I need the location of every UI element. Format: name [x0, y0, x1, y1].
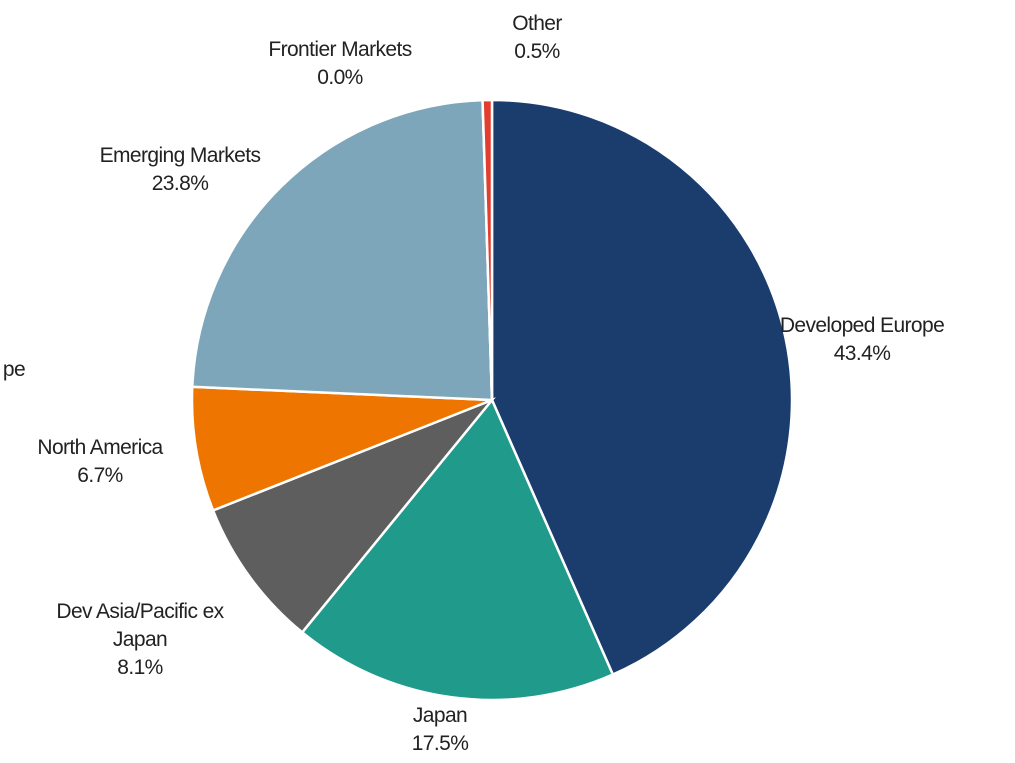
category-label: Dev Asia/Pacific ex Japan	[56, 600, 224, 651]
value-label: 43.4%	[833, 342, 891, 365]
value-label: 0.0%	[317, 66, 363, 89]
pie-slice	[490, 98, 794, 677]
slice-label: Dev Asia/Pacific ex Japan 8.1%	[30, 598, 250, 682]
slice-label: Other 0.5%	[477, 10, 597, 66]
slice-label: Japan 17.5%	[340, 702, 540, 758]
slice-label: Frontier Markets 0.0%	[210, 36, 470, 92]
pie-slice	[300, 397, 615, 702]
category-label: Japan	[412, 704, 468, 727]
pie-slice	[481, 98, 494, 401]
category-label: Frontier Markets	[268, 38, 412, 61]
annotation: pe	[2, 358, 26, 381]
category-label: Emerging Markets	[99, 144, 261, 167]
category-label: Developed Europe	[779, 314, 945, 337]
value-label: 23.8%	[151, 172, 209, 195]
value-label: 6.7%	[77, 464, 123, 487]
value-label: 17.5%	[411, 732, 469, 755]
pie-slice	[190, 98, 494, 402]
slice-label: North America 6.7%	[0, 434, 200, 490]
slice-label: Emerging Markets 23.8%	[50, 142, 310, 198]
value-label: 0.5%	[514, 40, 560, 63]
slice-label: Developed Europe 43.4%	[732, 312, 992, 368]
category-label: North America	[37, 436, 163, 459]
value-label: 8.1%	[117, 656, 163, 679]
pie-slice	[190, 385, 493, 513]
pie-slice	[211, 397, 497, 635]
category-label: Other	[512, 12, 562, 35]
